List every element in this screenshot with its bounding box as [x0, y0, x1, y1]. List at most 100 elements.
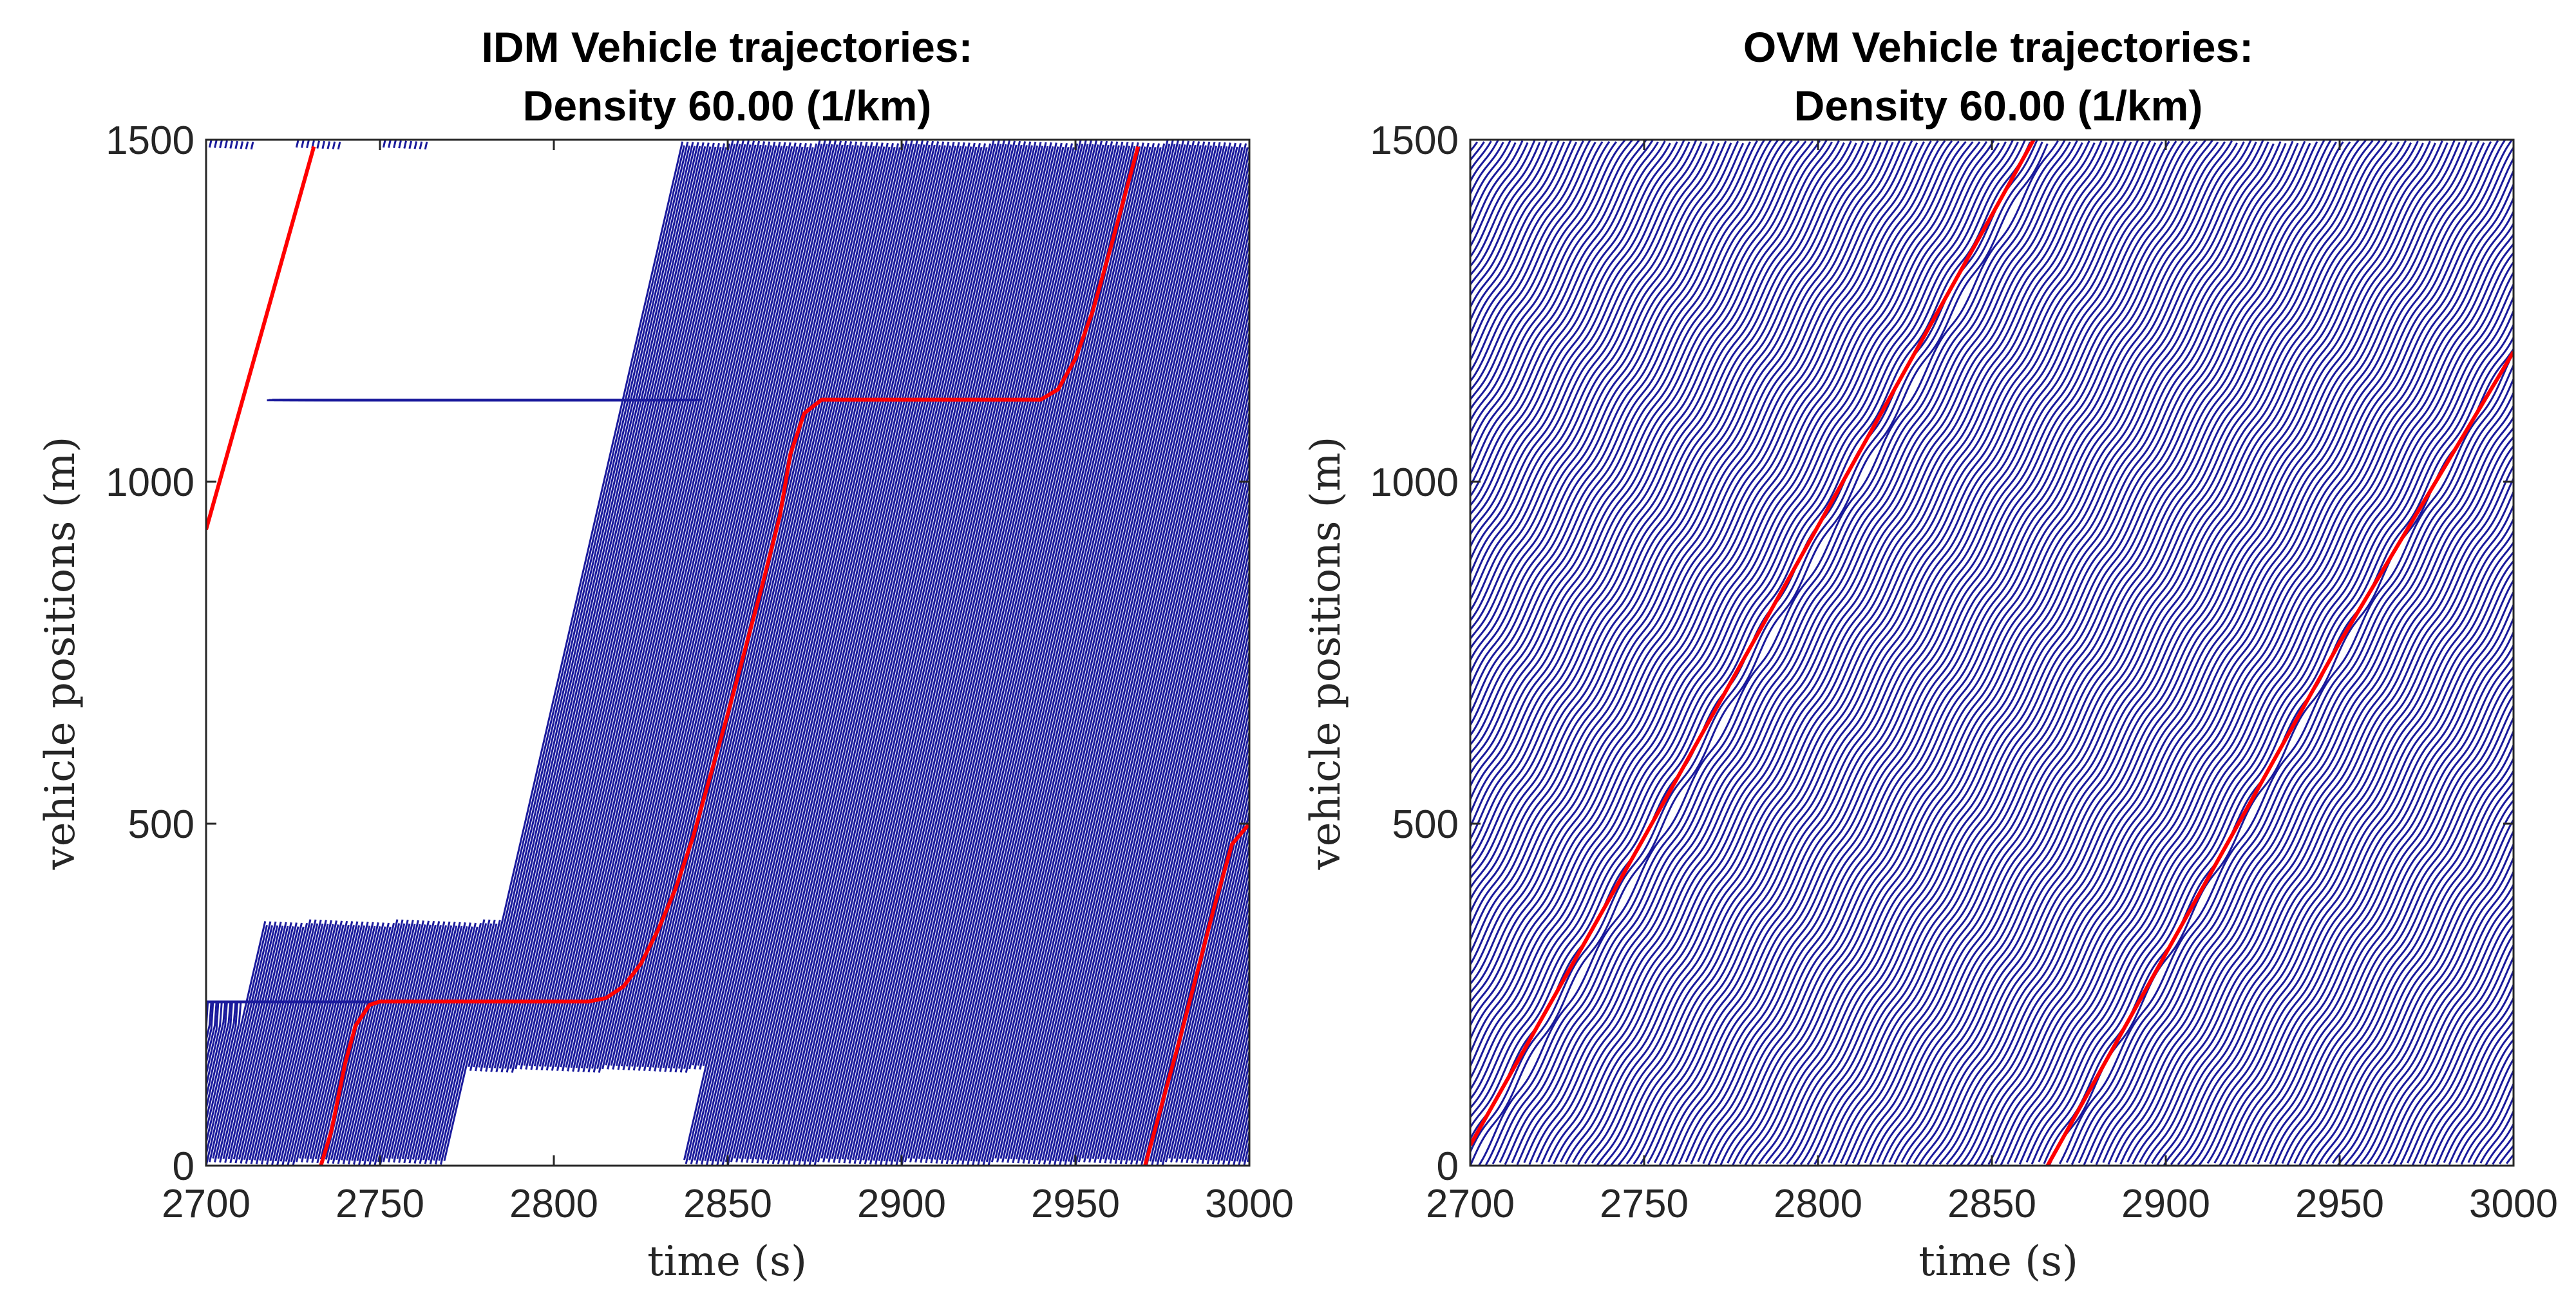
- axis-ticks: 2700 2750 2800 2850 2900 2950 3000 0 500 1000 1500: [1370, 118, 2558, 1226]
- vehicle-trajectory: [1470, 140, 2514, 1165]
- vehicle-trajectory: [1470, 140, 2514, 1163]
- vehicle-trajectory: [1470, 140, 2514, 1166]
- vehicle-trajectory: [1470, 141, 2514, 1166]
- vehicle-trajectory: [1470, 140, 2514, 1164]
- vehicle-trajectory: [1470, 141, 2514, 1165]
- vehicle-trajectory: [1470, 140, 2514, 1165]
- x-tick-label: 2750: [336, 1182, 424, 1226]
- y-tick-label: 1500: [106, 118, 194, 163]
- vehicle-trajectory: [1470, 142, 2514, 1166]
- trajectory-lines: [1470, 140, 2514, 1166]
- y-tick-label: 500: [1392, 802, 1459, 847]
- highlighted-vehicle-trajectory: [2045, 350, 2514, 1166]
- vehicle-trajectory: [1470, 141, 2514, 1165]
- vehicle-trajectory: [1470, 140, 2514, 1166]
- vehicle-trajectory: [1470, 140, 2514, 1166]
- x-axis-label: time (s): [1918, 1238, 2078, 1285]
- vehicle-trajectory: [1470, 141, 2514, 1165]
- vehicle-trajectory: [1470, 140, 2514, 1165]
- x-tick-label: 2800: [1774, 1182, 1862, 1226]
- vehicle-trajectory: [1470, 142, 2514, 1166]
- x-tick-label: 3000: [2469, 1182, 2558, 1226]
- y-tick-label: 500: [128, 802, 194, 847]
- vehicle-trajectory: [1470, 140, 2514, 1165]
- x-tick-label: 2900: [2121, 1182, 2210, 1226]
- vehicle-trajectory: [1470, 140, 2514, 1163]
- vehicle-trajectory: [1470, 140, 2514, 1163]
- vehicle-trajectory: [1470, 140, 2514, 1164]
- vehicle-trajectory: [1470, 142, 2514, 1166]
- vehicle-trajectory: [1470, 140, 2514, 1166]
- vehicle-trajectory: [1470, 140, 2514, 1163]
- vehicle-trajectory: [1470, 140, 2514, 1166]
- vehicle-trajectory: [1470, 142, 2514, 1165]
- vehicle-trajectory: [1470, 142, 2514, 1165]
- chart-title-line-2: Density 60.00 (1/km): [523, 82, 932, 129]
- highlighted-vehicle-trajectory: [206, 146, 1249, 1166]
- vehicle-trajectory: [1470, 142, 2514, 1166]
- vehicle-trajectory: [1470, 140, 2514, 1165]
- vehicle-trajectory: [1470, 142, 2514, 1166]
- vehicle-trajectory: [1470, 140, 2514, 1163]
- idm-trajectory-chart: IDM Vehicle trajectories: Density 60.00 …: [37, 23, 1294, 1285]
- vehicle-trajectory: [1470, 140, 2514, 1164]
- y-axis-label: vehicle positions (m): [1302, 437, 1350, 871]
- vehicle-trajectory: [1470, 140, 2514, 1163]
- highlighted-vehicle-trajectory: [1470, 140, 2036, 1146]
- vehicle-trajectory: [1470, 140, 2514, 1165]
- vehicle-trajectory: [1470, 140, 2514, 1166]
- x-tick-label: 3000: [1205, 1182, 1294, 1226]
- plot-area: [1469, 138, 2515, 1167]
- ovm-trajectory-chart: OVM Vehicle trajectories: Density 60.00 …: [1302, 23, 2558, 1285]
- vehicle-trajectory: [1470, 142, 2514, 1166]
- vehicle-trajectory: [1470, 140, 2514, 1166]
- vehicle-trajectory: [1470, 140, 2514, 1166]
- vehicle-trajectory: [1470, 142, 2514, 1166]
- vehicle-trajectory: [1470, 140, 2514, 1166]
- vehicle-trajectory: [1470, 140, 2514, 1166]
- vehicle-trajectory: [1470, 140, 2514, 1164]
- x-tick-label: 2900: [857, 1182, 946, 1226]
- x-tick-label: 2850: [683, 1182, 772, 1226]
- vehicle-trajectory: [1470, 141, 2514, 1166]
- x-axis-label: time (s): [647, 1238, 807, 1285]
- vehicle-trajectory: [1470, 140, 2514, 1164]
- vehicle-trajectory: [1470, 140, 2514, 1166]
- vehicle-trajectory: [1470, 140, 2514, 1166]
- vehicle-trajectory: [1470, 142, 2514, 1165]
- vehicle-trajectory: [1470, 140, 2514, 1164]
- vehicle-trajectory: [1470, 140, 2514, 1166]
- vehicle-trajectory: [1470, 140, 2514, 1166]
- chart-title-line-1: OVM Vehicle trajectories:: [1743, 23, 2253, 71]
- y-axis-label: vehicle positions (m): [37, 437, 84, 871]
- y-tick-label: 1000: [1370, 460, 1459, 505]
- vehicle-trajectory: [1470, 140, 2514, 1164]
- vehicle-trajectory: [1470, 140, 2514, 1166]
- vehicle-trajectory: [1470, 140, 2514, 1166]
- vehicle-trajectory: [1470, 140, 2514, 1165]
- vehicle-trajectory: [208, 141, 1249, 1166]
- vehicle-trajectory: [1470, 140, 2514, 1164]
- vehicle-trajectory: [1470, 141, 2514, 1165]
- vehicle-trajectory: [1470, 140, 2514, 1164]
- vehicle-trajectory: [1470, 142, 2514, 1165]
- vehicle-trajectory: [1470, 141, 2514, 1166]
- vehicle-trajectory: [1470, 140, 2514, 1165]
- vehicle-trajectory: [1470, 142, 2514, 1165]
- vehicle-trajectory: [1470, 142, 2514, 1166]
- axis-ticks: 2700 2750 2800 2850 2900 2950 3000 0 500 1000 1500: [106, 118, 1294, 1226]
- vehicle-trajectory: [1470, 140, 2514, 1166]
- vehicle-trajectory: [1470, 140, 2514, 1166]
- x-tick-label: 2750: [1600, 1182, 1689, 1226]
- chart-title-line-2: Density 60.00 (1/km): [1794, 82, 2203, 129]
- vehicle-trajectory: [1470, 141, 2514, 1166]
- x-tick-label: 2700: [162, 1182, 251, 1226]
- vehicle-trajectory: [1470, 141, 2514, 1164]
- vehicle-trajectory: [1470, 140, 2514, 1165]
- vehicle-trajectory: [1470, 140, 2514, 1163]
- vehicle-trajectory: [1470, 140, 2514, 1166]
- y-tick-label: 0: [1437, 1144, 1459, 1189]
- trajectory-lines: [206, 140, 1249, 1166]
- vehicle-trajectory: [1470, 140, 2514, 1164]
